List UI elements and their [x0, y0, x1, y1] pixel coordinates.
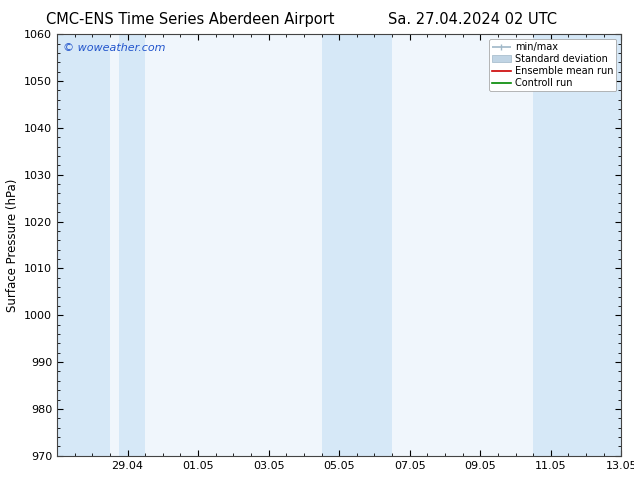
Text: Sa. 27.04.2024 02 UTC: Sa. 27.04.2024 02 UTC [388, 12, 557, 27]
Text: © woweather.com: © woweather.com [63, 43, 165, 53]
Y-axis label: Surface Pressure (hPa): Surface Pressure (hPa) [6, 178, 18, 312]
Bar [321, 34, 392, 456]
Text: CMC-ENS Time Series Aberdeen Airport: CMC-ENS Time Series Aberdeen Airport [46, 12, 335, 27]
Bar [57, 34, 110, 456]
Bar [119, 34, 145, 456]
Bar [533, 34, 621, 456]
Legend: min/max, Standard deviation, Ensemble mean run, Controll run: min/max, Standard deviation, Ensemble me… [489, 39, 616, 91]
